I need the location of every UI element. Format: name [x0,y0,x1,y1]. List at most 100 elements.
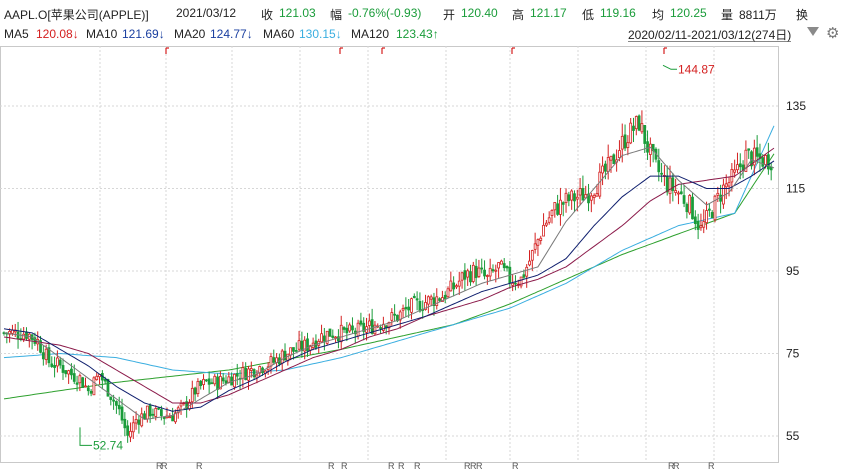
r-marker-1: R [161,461,168,471]
candle-body [95,375,99,381]
candle-body [460,272,464,281]
candle [500,259,503,265]
candle [134,411,138,430]
candle-body [626,142,630,148]
candle [204,379,208,383]
candle-body [137,419,141,425]
candle-body [474,265,478,279]
candle-body [168,416,172,419]
candle-body [525,266,529,277]
candle-body [660,172,663,175]
candle-body [294,350,298,352]
candle-body [89,390,93,394]
candle-body [328,328,332,337]
candle-body [348,324,352,332]
candle-body [693,216,697,225]
candle-body [103,379,107,382]
candle-body [306,338,309,352]
candle-body [185,401,189,409]
candle-body [106,379,110,397]
date-range-selector[interactable]: 2020/02/11-2021/03/12(274日) [628,28,792,42]
gear-icon[interactable]: ⚙ [826,25,840,42]
candle [157,407,160,411]
candle-body [241,367,245,379]
candle-body [159,409,163,416]
candle-body [463,270,467,280]
ma120-value: 123.43↑ [396,27,439,41]
candle [317,338,321,354]
candle-body [61,365,65,373]
candle-body [345,327,349,334]
candle-body [727,182,731,187]
candle-body [679,191,683,195]
candle [297,330,301,352]
candle-body [738,163,742,168]
candle-body [131,422,135,433]
candle [480,258,484,274]
candle-body [143,413,146,420]
candle-body [696,220,700,230]
close-value: 121.03 [279,6,316,20]
candle-body [50,363,54,367]
candle [387,321,391,335]
r-marker-5: R [388,461,395,471]
open-value: 120.40 [461,6,498,20]
candle [559,187,562,226]
candle [660,162,663,183]
candle-body [443,294,447,299]
candle [646,130,649,160]
candle-body [120,406,124,421]
candle-body [761,157,765,167]
candle [702,209,706,234]
candle [713,194,717,223]
candle [668,165,672,204]
candle-body [426,296,430,305]
candle [106,378,110,397]
candle [502,258,506,272]
candle [196,378,200,397]
candle [679,184,683,195]
candle-body [702,221,706,228]
candle-body [606,157,610,173]
candle-body [297,340,301,350]
candle-body [283,350,287,361]
candle [747,148,751,159]
candle-body [92,377,96,396]
candle-body [491,269,495,272]
candle [41,345,45,366]
candle-body [78,375,82,384]
candle [219,371,222,390]
ma20-line [3,147,775,404]
range-dropdown-icon[interactable] [807,27,819,36]
candle [92,376,96,396]
max-pointer [662,64,677,70]
candle [353,327,357,344]
candle-body [401,308,405,311]
r-marker-11: R [512,461,519,471]
candle [595,184,599,197]
candle-body [469,271,472,283]
candle-body [224,380,228,384]
candle [182,401,186,406]
candle [769,162,773,181]
candle [429,294,433,307]
candle-body [258,366,262,374]
candle [67,369,71,384]
candle [410,297,413,320]
candle [27,332,31,348]
candle-body [744,149,748,172]
candle-body [733,169,737,173]
candle-body [449,280,453,292]
candle [677,190,680,205]
candle-body [235,373,239,377]
open-label: 开 [443,8,456,22]
candle-body [393,313,397,316]
candle [373,321,377,336]
candle-body [84,385,87,388]
candle-body [112,399,115,402]
ma20-path [3,147,775,404]
candle-body [485,275,489,277]
candle [418,292,422,313]
candle-body [466,270,470,278]
candle-body [72,373,76,382]
